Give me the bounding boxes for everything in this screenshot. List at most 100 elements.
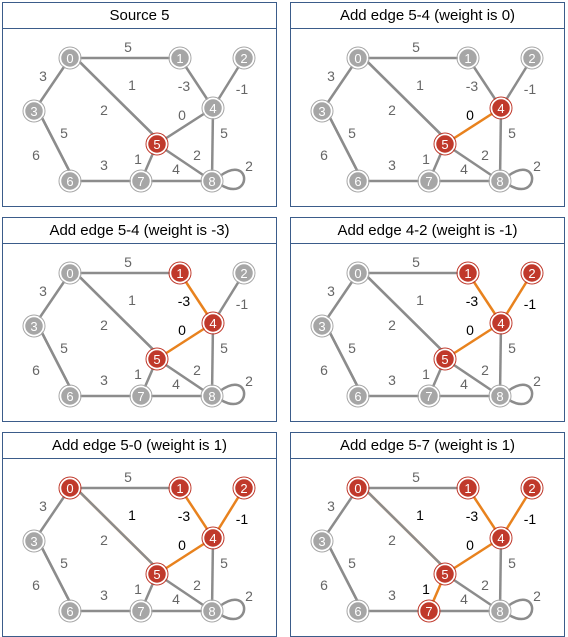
edge-5-0 xyxy=(71,484,161,573)
node-ring xyxy=(520,476,544,500)
node-circle xyxy=(23,530,45,552)
panel-title: Add edge 5-7 (weight is 1) xyxy=(291,433,564,459)
node-label: 7 xyxy=(137,389,144,404)
node-circle xyxy=(169,477,191,499)
node-4: 4 xyxy=(201,96,225,120)
node-circle xyxy=(489,170,511,192)
edge-weight-label: -1 xyxy=(236,511,249,527)
node-circle xyxy=(130,385,152,407)
edge-8-8 xyxy=(507,168,534,191)
node-ring xyxy=(168,261,192,285)
node-circle xyxy=(169,47,191,69)
edge-weight-label: 5 xyxy=(60,555,68,571)
node-ring xyxy=(433,347,457,371)
node-circle xyxy=(489,600,511,622)
node-label: 4 xyxy=(497,531,504,546)
node-label: 1 xyxy=(464,266,471,281)
edge-weight-label: 1 xyxy=(422,581,430,597)
edge-weight-label: 3 xyxy=(327,283,335,299)
edge-weight-label: 2 xyxy=(245,158,253,174)
node-3: 3 xyxy=(310,99,334,123)
edge-weight-label: 1 xyxy=(416,292,424,308)
node-label: 0 xyxy=(354,51,361,66)
node-1: 1 xyxy=(168,476,192,500)
edge-weight-label: -1 xyxy=(524,81,537,97)
node-circle xyxy=(130,600,152,622)
node-ring xyxy=(346,261,370,285)
node-6: 6 xyxy=(58,599,82,623)
node-label: 1 xyxy=(464,51,471,66)
edge-weight-label: 5 xyxy=(508,555,516,571)
node-label: 5 xyxy=(441,137,448,152)
node-3: 3 xyxy=(22,314,46,338)
edge-weight-label: -1 xyxy=(524,511,537,527)
edge-weight-label: 1 xyxy=(134,151,142,167)
node-8: 8 xyxy=(200,169,224,193)
node-7: 7 xyxy=(417,599,441,623)
node-label: 6 xyxy=(354,604,361,619)
panel-5: Add edge 5-0 (weight is 1) 5 3 1 2 -3 -1 5 6 0 5 1 2… xyxy=(2,432,277,637)
node-circle xyxy=(23,315,45,337)
node-label: 6 xyxy=(66,389,73,404)
edge-weight-label: 2 xyxy=(388,532,396,548)
node-label: 7 xyxy=(425,174,432,189)
node-circle xyxy=(201,600,223,622)
node-circle xyxy=(59,47,81,69)
node-circle xyxy=(434,563,456,585)
edge-weight-label: 6 xyxy=(32,147,40,163)
edge-6-3 xyxy=(36,538,75,610)
node-6: 6 xyxy=(346,384,370,408)
edge-weight-label: 5 xyxy=(348,555,356,571)
node-circle xyxy=(202,97,224,119)
node-label: 1 xyxy=(176,481,183,496)
edge-weight-label: 5 xyxy=(412,39,420,55)
edge-weight-label: 3 xyxy=(327,68,335,84)
edge-weight-label: 2 xyxy=(245,373,253,389)
edge-weight-label: 5 xyxy=(220,555,228,571)
edge-weight-label: 2 xyxy=(481,362,489,378)
node-ring xyxy=(58,169,82,193)
node-5: 5 xyxy=(433,132,457,156)
node-ring xyxy=(520,46,544,70)
edge-weight-label: -3 xyxy=(178,78,191,94)
node-3: 3 xyxy=(310,529,334,553)
edge-4-8 xyxy=(498,107,503,182)
node-ring xyxy=(200,384,224,408)
node-4: 4 xyxy=(201,526,225,550)
node-ring xyxy=(145,562,169,586)
node-label: 2 xyxy=(240,51,247,66)
node-ring xyxy=(456,261,480,285)
node-8: 8 xyxy=(488,384,512,408)
edge-weight-label: 1 xyxy=(128,77,136,93)
node-1: 1 xyxy=(456,476,480,500)
node-ring xyxy=(488,599,512,623)
node-ring xyxy=(310,529,334,553)
panel-title: Source 5 xyxy=(3,3,276,29)
node-1: 1 xyxy=(456,261,480,285)
node-ring xyxy=(232,476,256,500)
node-circle xyxy=(59,262,81,284)
edge-weight-label: 1 xyxy=(128,292,136,308)
edge-weight-label: 3 xyxy=(39,68,47,84)
node-circle xyxy=(521,47,543,69)
edge-weight-label: 6 xyxy=(320,147,328,163)
node-label: 1 xyxy=(464,481,471,496)
node-6: 6 xyxy=(346,599,370,623)
node-circle xyxy=(311,100,333,122)
node-label: 4 xyxy=(209,101,216,116)
edge-weight-label: 1 xyxy=(416,77,424,93)
edge-weight-label: 5 xyxy=(412,469,420,485)
node-5: 5 xyxy=(433,347,457,371)
edge-weight-label: 4 xyxy=(460,161,468,177)
node-ring xyxy=(488,384,512,408)
node-circle xyxy=(457,477,479,499)
edge-weight-label: 5 xyxy=(124,39,132,55)
edge-6-3 xyxy=(324,323,363,395)
node-label: 3 xyxy=(30,104,37,119)
node-label: 5 xyxy=(153,137,160,152)
node-ring xyxy=(433,132,457,156)
node-2: 2 xyxy=(520,46,544,70)
node-0: 0 xyxy=(58,261,82,285)
edge-weight-label: 0 xyxy=(466,322,474,338)
node-ring xyxy=(58,46,82,70)
